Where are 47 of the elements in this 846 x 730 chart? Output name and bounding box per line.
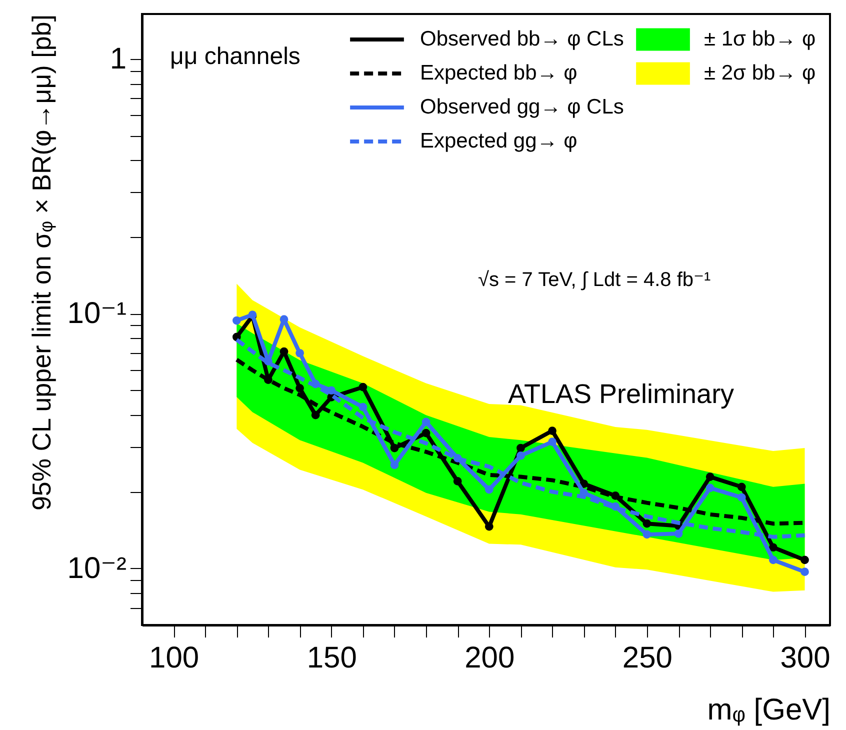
point <box>453 477 462 486</box>
legend-label: ± 2σ bb→ φ <box>704 62 816 84</box>
point <box>296 384 304 392</box>
point <box>422 428 430 438</box>
point <box>358 402 368 412</box>
point <box>311 410 320 420</box>
x-tick-label: 300 <box>780 642 830 674</box>
legend-label: Observed gg→ φ CLs <box>420 96 624 118</box>
annotation: μμ channels <box>170 43 300 70</box>
point <box>548 438 556 446</box>
point <box>390 460 399 470</box>
x-tick-label: 250 <box>622 642 672 674</box>
point <box>800 556 809 564</box>
point <box>769 556 778 564</box>
point <box>484 485 494 494</box>
point <box>737 493 746 502</box>
y-axis-title: 95% CL upper limit on σᵩ × BR(φ→μμ) [pb] <box>26 14 56 511</box>
x-tick-label: 150 <box>306 642 357 674</box>
point <box>674 529 683 538</box>
legend-label: ± 1σ bb→ φ <box>704 28 816 50</box>
point <box>296 348 304 358</box>
y-tick-label: 1 <box>110 42 126 76</box>
legend-label: Expected gg→ φ <box>420 130 578 152</box>
x-axis-title: mᵩ [GeV] <box>707 694 830 726</box>
point <box>706 484 714 492</box>
point <box>516 452 525 460</box>
y-tick-label: 10⁻² <box>67 552 126 585</box>
x-tick-label: 100 <box>149 642 200 674</box>
legend-label: Observed bb→ φ CLs <box>420 28 624 50</box>
point <box>769 543 778 552</box>
point <box>737 482 746 492</box>
point <box>232 316 241 325</box>
point <box>642 519 652 528</box>
point <box>642 530 652 539</box>
annotation: ATLAS Preliminary <box>508 379 735 409</box>
point <box>706 472 714 481</box>
point <box>800 568 809 576</box>
point <box>548 426 556 435</box>
legend-label: Expected bb→ φ <box>420 62 578 84</box>
point <box>390 444 399 452</box>
y-tick-label: 10⁻¹ <box>67 297 126 330</box>
point <box>484 522 494 531</box>
point <box>358 382 368 392</box>
x-tick-label: 200 <box>464 642 515 674</box>
point <box>516 444 525 452</box>
point <box>422 418 430 426</box>
annotation: √s = 7 TeV, ∫ Ldt = 4.8 fb⁻¹ <box>478 269 712 291</box>
